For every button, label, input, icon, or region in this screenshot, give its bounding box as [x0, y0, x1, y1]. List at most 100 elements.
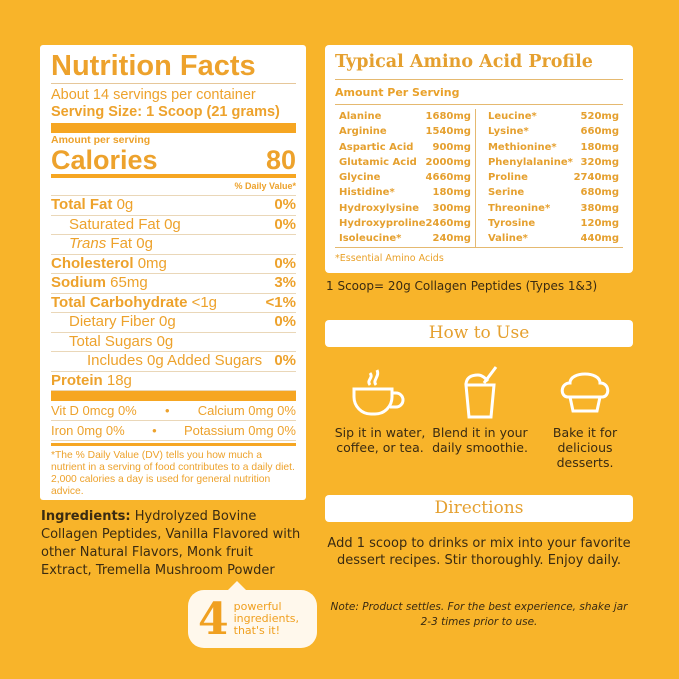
nutrient-row: Total Fat 0g 0% — [51, 196, 296, 216]
nutrient-row: Cholesterol 0mg 0% — [51, 254, 296, 274]
nutrient-name: Cholesterol — [51, 254, 134, 272]
amino-row: Leucine* 520mg — [488, 109, 619, 124]
calories-row: Calories 80 — [51, 146, 296, 178]
nutrient-amount: <1g — [191, 293, 218, 311]
nutrient-amount: 0mg — [137, 254, 167, 272]
nutrient-name: Saturated Fat — [69, 215, 160, 233]
micronutrient: • — [152, 423, 157, 438]
nutrient-daily-value: 3% — [274, 274, 296, 291]
amino-title: Typical Amino Acid Profile — [335, 51, 623, 80]
nutrient-label: Sodium 65mg — [51, 274, 148, 293]
amino-name: Valine* — [487, 233, 528, 245]
amino-amount: 2460mg — [425, 218, 471, 230]
amino-amount: 2740mg — [573, 172, 619, 184]
serving-size: Serving Size: 1 Scoop (21 grams) — [51, 104, 280, 120]
nutrient-label: Total Fat 0g — [51, 196, 133, 215]
nutrient-name: Trans — [69, 235, 107, 252]
ingredients: Ingredients: Hydrolyzed Bovine Collagen … — [41, 508, 303, 580]
servings-per-container: About 14 servings per container — [51, 87, 256, 103]
amino-amount: 680mg — [580, 187, 619, 199]
amino-name: Leucine* — [487, 111, 537, 122]
nutrient-label: Dietary Fiber 0g — [69, 313, 176, 332]
nutrient-row: Sodium 65mg 3% — [51, 274, 296, 294]
nutrient-name: Sodium — [51, 274, 106, 291]
amino-row: Histidine* 180mg — [339, 185, 471, 200]
micronutrient: • — [164, 403, 170, 418]
amino-row: Hydroxyproline 2460mg — [339, 216, 471, 231]
use-text: Blend it in your daily smoothie. — [432, 425, 528, 455]
directions-note: Note: Product settles. For the best expe… — [330, 601, 628, 628]
nutrient-amount: 65mg — [110, 274, 148, 291]
amino-row: Lysine* 660mg — [488, 124, 619, 139]
directions-header: Directions — [325, 495, 633, 522]
use-text: Sip it in water, coffee, or tea. — [334, 425, 426, 455]
nutrient-name: Protein — [51, 371, 103, 389]
nutrient-amount: 18g — [106, 371, 132, 389]
divider — [51, 123, 296, 133]
amino-name: Histidine* — [339, 187, 395, 199]
amino-name: Isoleucine* — [339, 233, 402, 245]
ingredients-text: Hydrolyzed Bovine Collagen Peptides, Van… — [41, 509, 301, 578]
nutrition-title: Nutrition Facts — [51, 49, 296, 84]
nutrient-row: Trans Fat 0g — [51, 235, 296, 255]
nutrient-label: Cholesterol 0mg — [51, 255, 167, 274]
daily-value-header: % Daily Value* — [51, 178, 296, 196]
nutrient-amount: 0g — [116, 196, 134, 213]
nutrient-amount: 0g — [164, 215, 181, 233]
micronutrient: Iron 0mg 0% — [51, 423, 125, 438]
amino-name: Threonine* — [487, 202, 551, 214]
amino-name: Hydroxyproline — [339, 218, 426, 230]
amino-row: Tyrosine 120mg — [488, 216, 619, 231]
amino-row: Threonine* 380mg — [488, 201, 619, 216]
divider — [51, 391, 296, 401]
amino-amount: 2000mg — [425, 156, 471, 168]
amino-amount: 900mg — [432, 141, 471, 153]
nutrient-row: Saturated Fat 0g 0% — [51, 216, 296, 235]
amino-row: Alanine 1680mg — [339, 109, 471, 124]
badge-text: powerful ingredients, that's it! — [233, 600, 300, 637]
amino-row: Hydroxylysine 300mg — [339, 201, 471, 216]
scoop-note: 1 Scoop= 20g Collagen Peptides (Types 1&… — [326, 279, 598, 293]
amino-row: Methionine* 180mg — [488, 140, 619, 155]
amino-name: Lysine* — [487, 126, 529, 138]
coffee-cup-icon — [352, 369, 405, 416]
nutrient-name: Total Carbohydrate — [51, 293, 188, 311]
amino-name: Phenylalanine* — [487, 156, 573, 168]
amino-name: Methionine* — [487, 141, 557, 153]
nutrient-row: Includes 0g Added Sugars 0% — [51, 352, 296, 372]
amino-name: Hydroxylysine — [339, 202, 420, 214]
amino-name: Tyrosine — [487, 218, 536, 230]
nutrient-name: Total Fat — [51, 196, 113, 213]
use-text: Bake it for delicious desserts. — [552, 425, 618, 470]
nutrition-facts-panel: Nutrition Facts About 14 servings per co… — [40, 45, 306, 500]
directions-text: Add 1 scoop to drinks or mix into your f… — [327, 536, 631, 568]
amino-amount: 660mg — [580, 126, 619, 138]
amino-row: Glutamic Acid 2000mg — [339, 155, 471, 170]
micronutrient: Vit D 0mcg 0% — [51, 403, 137, 418]
nutrient-name: Dietary Fiber — [69, 313, 155, 330]
divider — [51, 443, 296, 446]
nutrient-row: Total Sugars 0g — [51, 333, 296, 352]
ingredients-badge: 4 powerful ingredients, that's it! — [188, 581, 317, 648]
calories-value: 80 — [265, 145, 296, 175]
smoothie-icon — [464, 366, 498, 419]
amino-row: Phenylalanine* 320mg — [488, 155, 619, 170]
nutrient-daily-value: 0% — [274, 254, 296, 272]
use-item: Blend it in your daily smoothie. — [430, 365, 530, 455]
nutrient-row: Protein 18g — [51, 371, 296, 391]
amino-name: Serine — [487, 187, 525, 199]
nutrient-label: Total Sugars 0g — [69, 333, 173, 352]
calories-label: Calories — [51, 145, 158, 175]
amino-name: Glycine — [339, 172, 381, 184]
amino-subtitle: Amount Per Serving — [335, 80, 623, 105]
amino-name: Glutamic Acid — [339, 156, 417, 168]
nutrient-row: Dietary Fiber 0g 0% — [51, 313, 296, 333]
micronutrient: Potassium 0mg 0% — [183, 423, 296, 438]
amino-amount: 1680mg — [425, 111, 471, 122]
muffin-icon — [560, 372, 610, 413]
amino-amount: 180mg — [432, 187, 471, 199]
nutrient-name: Total Sugars — [69, 332, 153, 350]
amino-row: Serine 680mg — [488, 185, 619, 200]
badge-number: 4 — [198, 593, 229, 645]
nutrient-label: Saturated Fat 0g — [69, 216, 181, 235]
